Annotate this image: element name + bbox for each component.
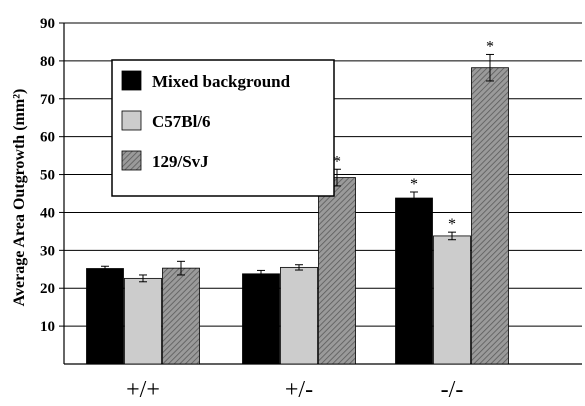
bar-mixed-background-1: [242, 273, 280, 365]
y-tick-label: 60: [40, 130, 55, 146]
bar-129-svj-1: [318, 177, 356, 365]
y-tick-label: 40: [40, 205, 55, 221]
y-tick-label: 80: [40, 54, 55, 70]
legend-swatch: [121, 70, 142, 91]
y-axis-title: Average Area Outgrowth (mm²): [11, 89, 28, 307]
legend-label: 129/SvJ: [152, 152, 209, 171]
bar-c57bl-6-0: [124, 277, 162, 365]
y-tick-label: 90: [40, 16, 55, 32]
significance-marker: *: [448, 216, 456, 233]
significance-marker: *: [410, 176, 418, 193]
bar-c57bl-6-1: [280, 266, 318, 365]
legend-box: [111, 59, 335, 197]
legend-swatch: [121, 150, 142, 171]
category-label: +/+: [126, 377, 160, 403]
legend-label: C57Bl/6: [152, 112, 211, 131]
bars: [86, 53, 509, 365]
bar-c57bl-6-2: [433, 235, 471, 365]
bar-129-svj-2: [471, 67, 509, 365]
y-tick-label: 10: [40, 319, 55, 335]
bar-129-svj-0: [162, 267, 200, 365]
bar-mixed-background-2: [395, 197, 433, 365]
category-label: -/-: [441, 377, 464, 403]
y-tick-label: 70: [40, 92, 55, 108]
y-tick-label: 20: [40, 281, 55, 297]
bar-mixed-background-0: [86, 268, 124, 365]
legend-swatch: [121, 110, 142, 131]
y-tick-label: 50: [40, 168, 55, 184]
significance-marker: *: [486, 38, 494, 55]
category-label: +/-: [285, 377, 313, 403]
legend-label: Mixed background: [152, 72, 291, 91]
significance-marker: *: [333, 153, 341, 170]
legend: Mixed background C57Bl/6 129/SvJ: [111, 59, 335, 197]
labels: 10 20 30 40 50 60 70 80 90 Average Area Outgrowth…: [11, 16, 494, 403]
y-tick-label: 30: [40, 243, 55, 259]
